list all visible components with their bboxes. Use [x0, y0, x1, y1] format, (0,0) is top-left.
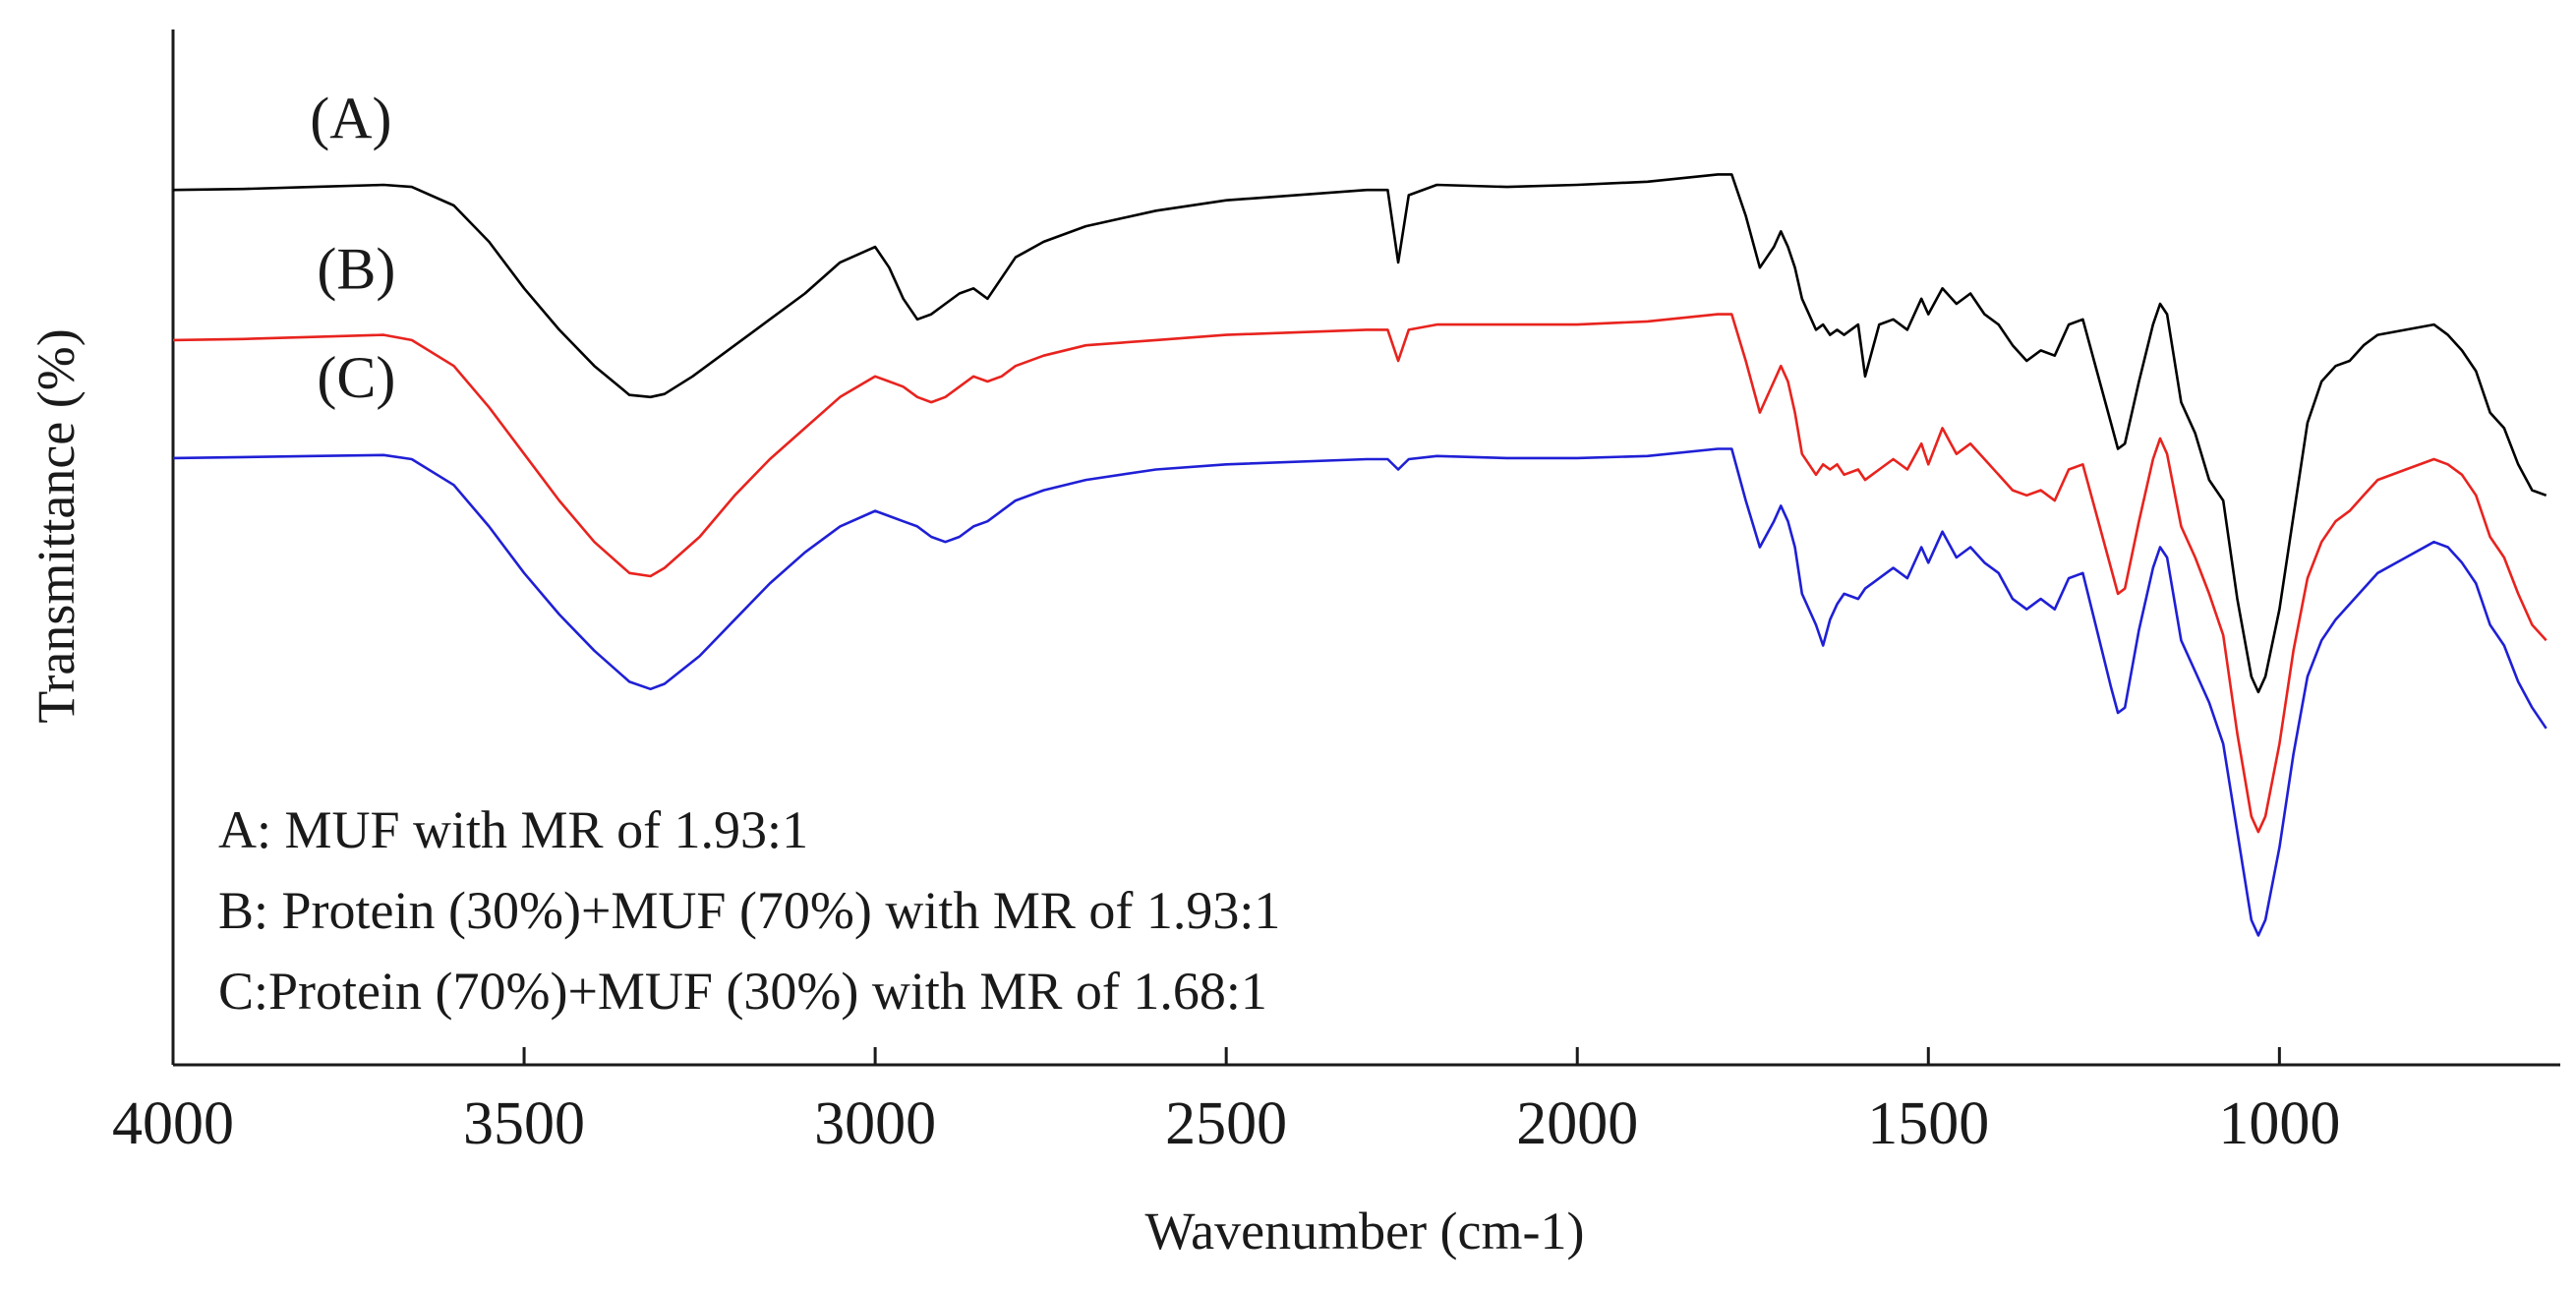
curve-label-a: (A) — [310, 87, 391, 151]
x-tick-label: 3500 — [463, 1090, 585, 1157]
legend-box: A: MUF with MR of 1.93:1 B: Protein (30%… — [218, 800, 1280, 1021]
series-line-b — [172, 313, 2547, 834]
legend-line-b: B: Protein (30%)+MUF (70%) with MR of 1.… — [218, 881, 1280, 940]
legend-line-a: A: MUF with MR of 1.93:1 — [218, 800, 808, 859]
legend-line-c: C:Protein (70%)+MUF (30%) with MR of 1.6… — [218, 962, 1267, 1021]
y-axis-title: Transmittance (%) — [27, 328, 86, 723]
x-axis-title: Wavenumber (cm-1) — [1145, 1202, 1585, 1261]
x-tick-label: 2500 — [1165, 1090, 1287, 1157]
x-tick-label: 3000 — [814, 1090, 936, 1157]
series-line-a — [172, 173, 2547, 694]
series-line-c — [172, 447, 2547, 937]
curve-label-b: (B) — [317, 236, 395, 301]
x-tick-label: 1000 — [2218, 1090, 2340, 1157]
curve-label-c: (C) — [317, 345, 395, 410]
series-group — [172, 173, 2547, 937]
curve-labels: (A) (B) (C) — [310, 87, 395, 410]
axes — [171, 29, 2560, 1067]
x-tick-label: 1500 — [1867, 1090, 1989, 1157]
x-ticks: 4000 3500 3000 2500 2000 1500 1000 — [112, 1047, 2340, 1157]
x-tick-label: 2000 — [1516, 1090, 1638, 1157]
x-tick-label: 4000 — [112, 1090, 234, 1157]
